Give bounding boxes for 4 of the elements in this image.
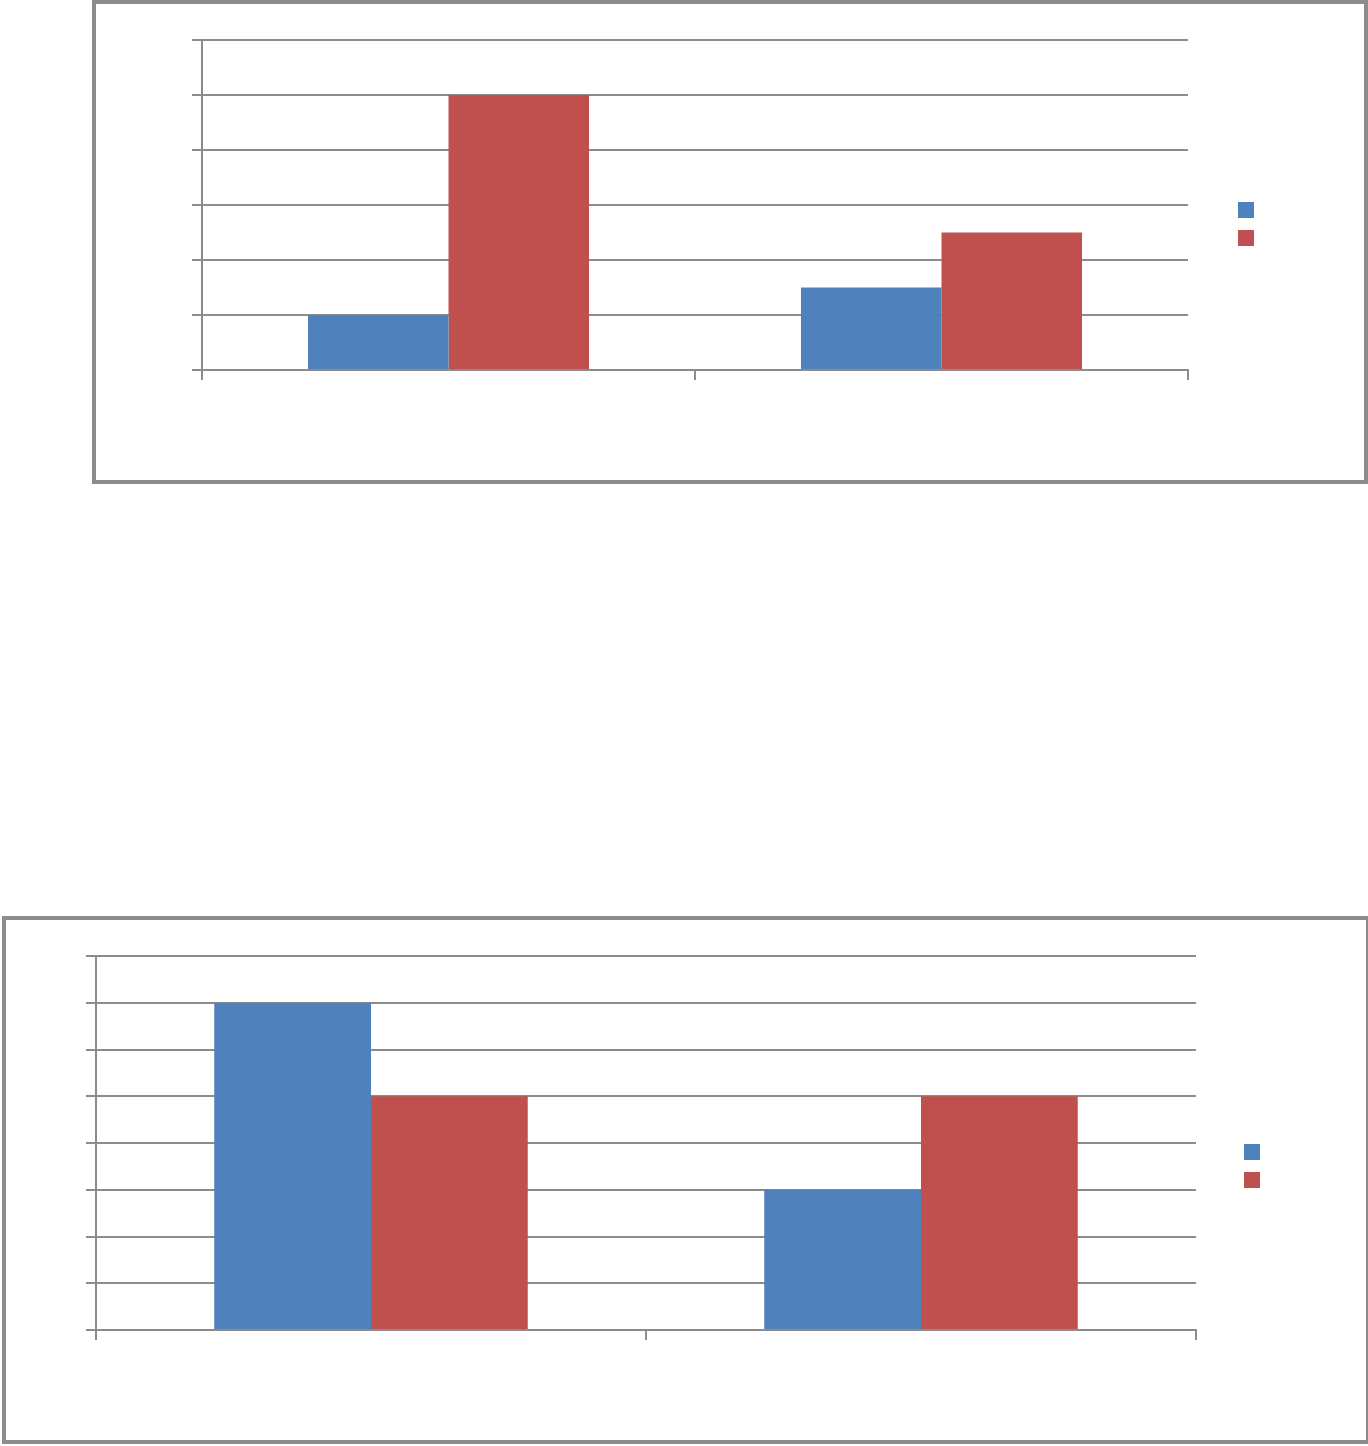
bar	[801, 287, 942, 369]
bar	[308, 315, 449, 369]
bar	[941, 232, 1083, 369]
bar	[448, 95, 590, 369]
